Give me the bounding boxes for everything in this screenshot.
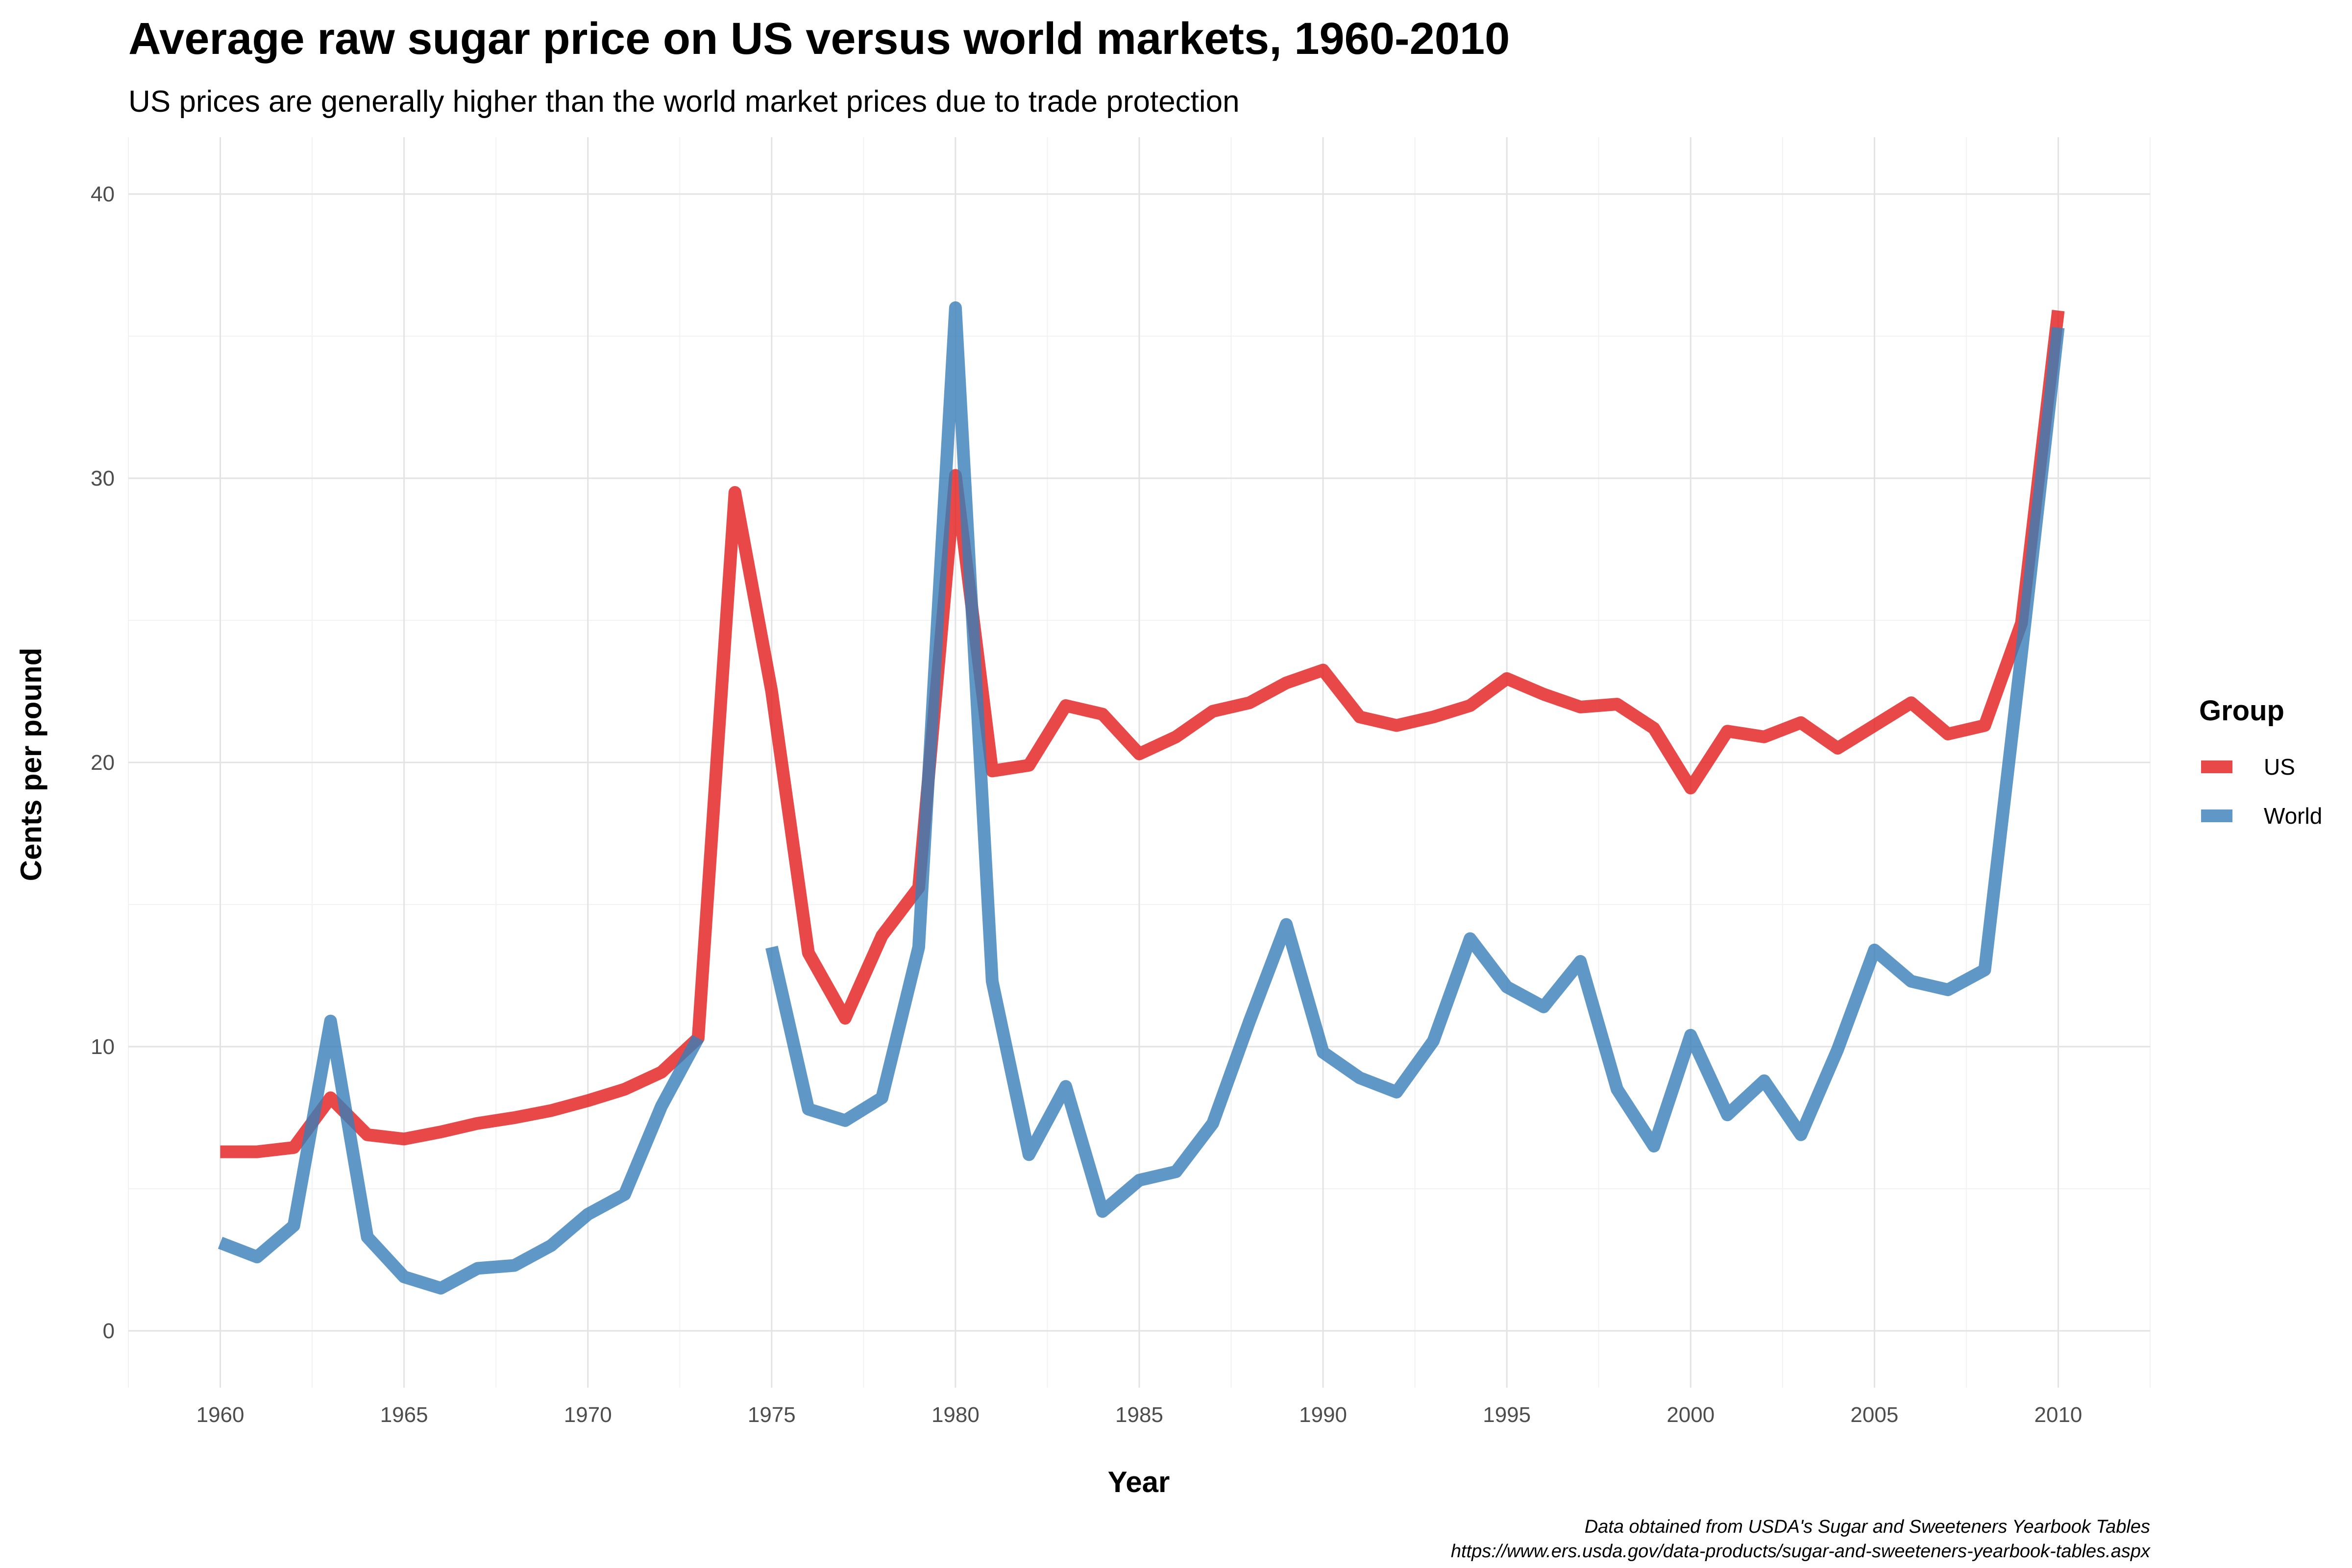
legend-label-world: World bbox=[2264, 803, 2322, 829]
x-tick-label: 2010 bbox=[2034, 1403, 2082, 1427]
caption-source: Data obtained from USDA's Sugar and Swee… bbox=[1585, 1517, 2150, 1537]
chart-title: Average raw sugar price on US versus wor… bbox=[128, 14, 1510, 64]
series-line-world bbox=[218, 1014, 704, 1295]
major-gridlines bbox=[128, 137, 2150, 1388]
legend-label-us: US bbox=[2264, 754, 2295, 780]
x-tick-label: 1975 bbox=[748, 1403, 796, 1427]
legend: Group US World bbox=[2199, 695, 2322, 829]
plot-area bbox=[128, 137, 2151, 1388]
x-tick-label: 2000 bbox=[1666, 1403, 1715, 1427]
x-tick-label: 1980 bbox=[931, 1403, 980, 1427]
legend-items: US World bbox=[2201, 754, 2322, 829]
caption-url: https://www.ers.usda.gov/data-products/s… bbox=[1451, 1541, 2151, 1562]
x-tick-label: 1960 bbox=[196, 1403, 245, 1427]
y-tick-label: 20 bbox=[91, 751, 115, 775]
y-tick-label: 0 bbox=[103, 1319, 115, 1343]
x-axis-title: Year bbox=[1108, 1466, 1170, 1498]
chart-subtitle: US prices are generally higher than the … bbox=[128, 85, 1240, 119]
x-tick-label: 1985 bbox=[1115, 1403, 1163, 1427]
legend-title: Group bbox=[2199, 695, 2284, 727]
y-tick-label: 10 bbox=[91, 1035, 115, 1059]
x-axis: 1960 1965 1970 1975 1980 1985 1990 1995 2000 2005… bbox=[196, 1403, 2082, 1427]
series-line-us bbox=[220, 310, 2065, 1158]
y-tick-label: 30 bbox=[91, 466, 115, 490]
x-tick-label: 2005 bbox=[1850, 1403, 1898, 1427]
x-tick-label: 1990 bbox=[1299, 1403, 1347, 1427]
x-tick-label: 1970 bbox=[564, 1403, 612, 1427]
y-axis-title: Cents per pound bbox=[15, 648, 48, 882]
y-axis: 0 10 20 30 40 bbox=[91, 182, 115, 1343]
x-tick-label: 1965 bbox=[380, 1403, 428, 1427]
series-line-world bbox=[765, 301, 2065, 1218]
series-layer bbox=[218, 301, 2065, 1295]
x-tick-label: 1995 bbox=[1483, 1403, 1531, 1427]
y-tick-label: 40 bbox=[91, 182, 115, 206]
